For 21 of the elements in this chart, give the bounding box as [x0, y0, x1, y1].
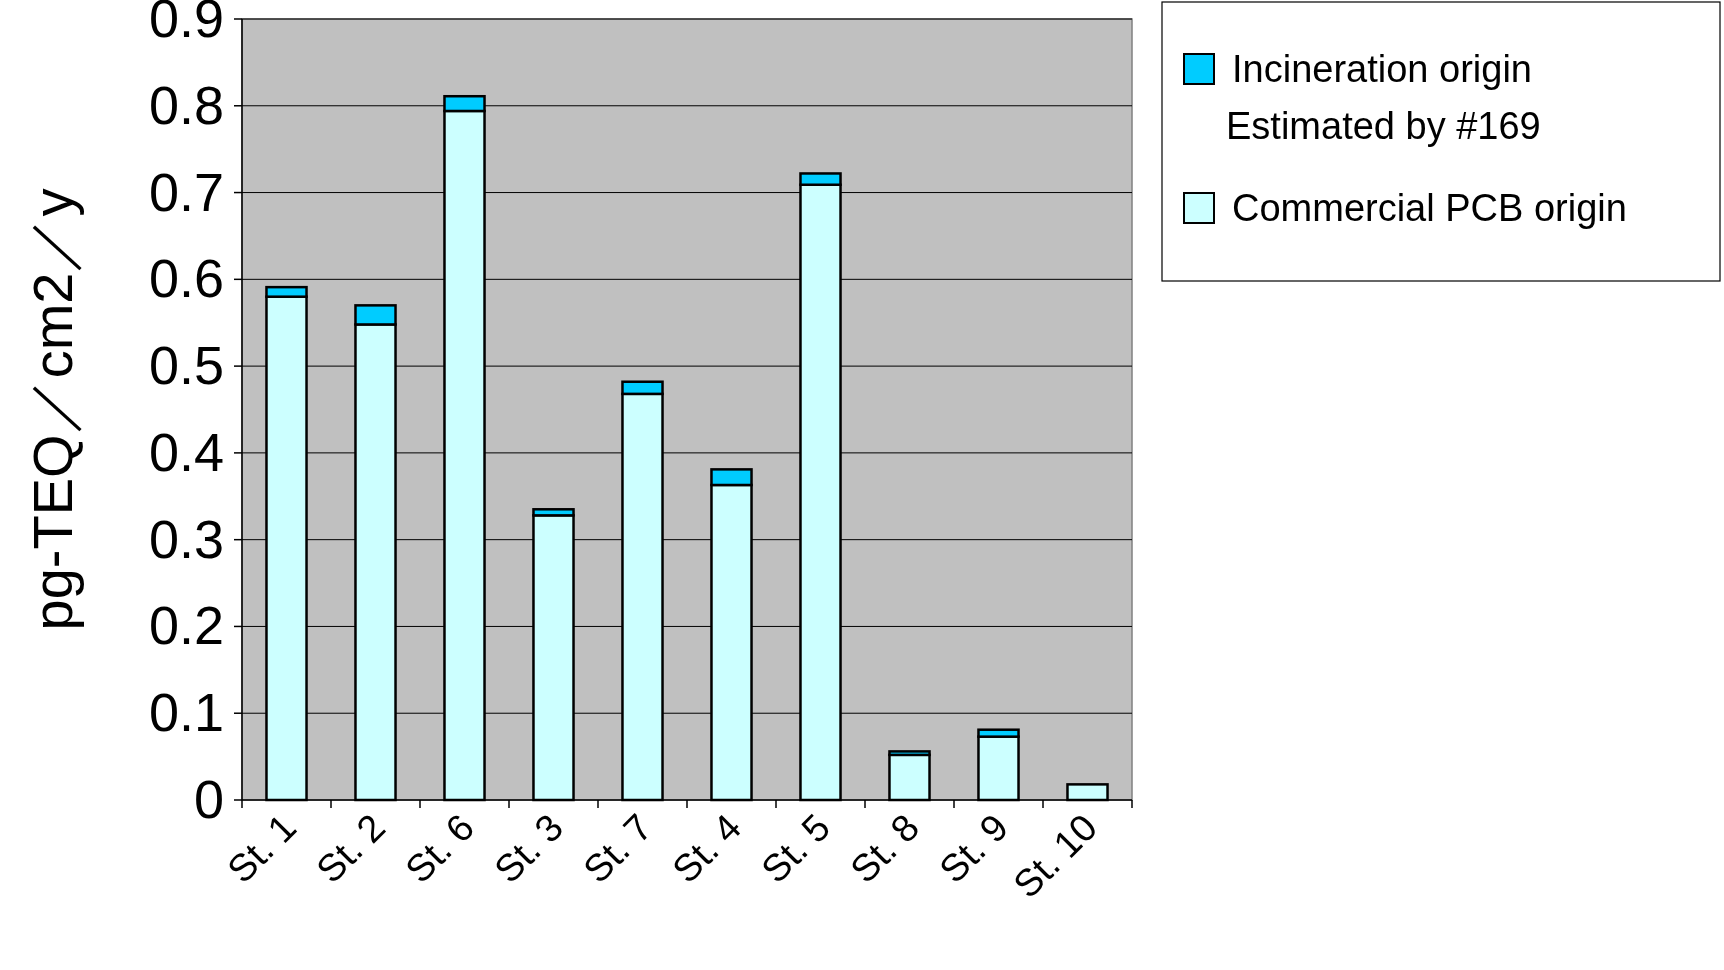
x-tick-label: St. 2: [308, 805, 394, 891]
y-tick-label: 0.3: [148, 508, 224, 569]
legend-label: Commercial PCB origin: [1232, 187, 1627, 229]
x-tick-label: St. 6: [397, 805, 483, 891]
y-tick-label: 0.8: [148, 74, 224, 135]
y-axis-title: pg-TEQ／cm2／y: [21, 188, 84, 631]
x-tick-label: St. 3: [486, 805, 572, 891]
x-tick-label: St. 10: [1005, 805, 1106, 906]
legend-label: Incineration origin Estimated by #169: [1226, 48, 1541, 147]
y-tick-label: 0.5: [148, 335, 224, 396]
y-tick-label: 0.7: [148, 161, 224, 222]
y-tick-label: 0.4: [148, 421, 224, 482]
x-tick-label: St. 7: [575, 805, 661, 891]
y-tick-label: 0.9: [148, 0, 224, 48]
y-tick-label: 0.6: [148, 248, 224, 309]
y-tick-label: 0.1: [148, 682, 224, 743]
y-tick-label: 0: [193, 769, 224, 829]
x-tick-label: St. 5: [753, 805, 839, 891]
x-tick-label: St. 8: [842, 805, 928, 891]
y-tick-label: 0.2: [148, 595, 224, 656]
x-tick-label: St. 4: [664, 805, 750, 891]
